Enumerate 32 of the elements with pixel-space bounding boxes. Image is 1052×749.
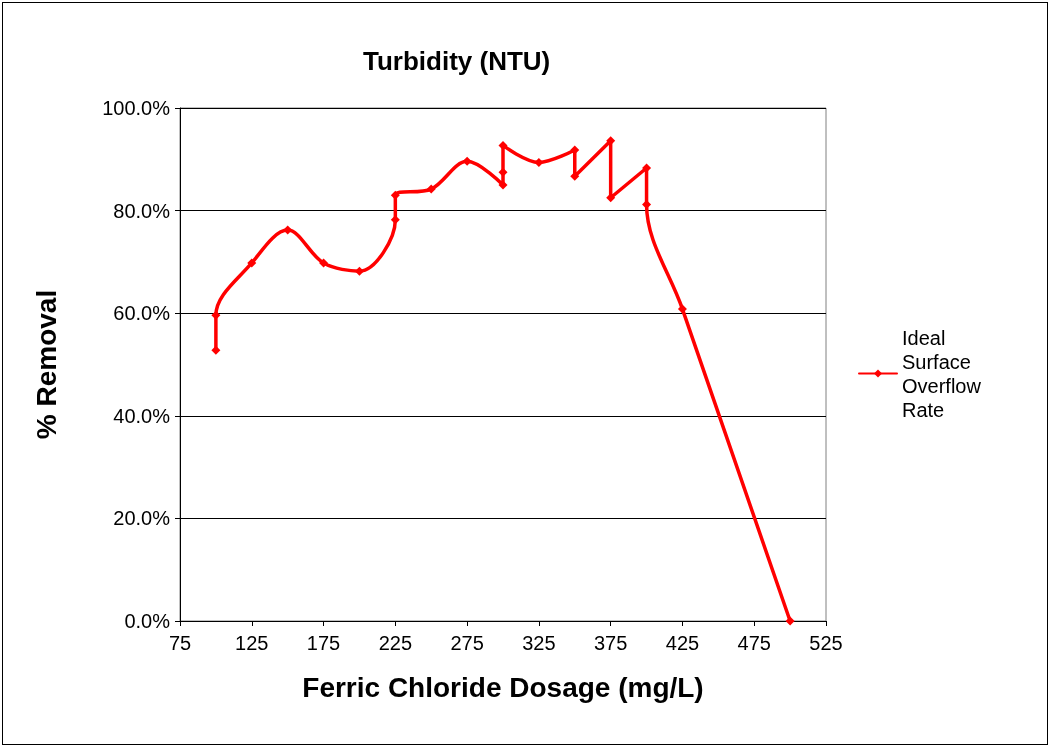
x-tick-label: 225 (378, 632, 413, 654)
x-tick-label: 325 (522, 632, 556, 654)
point (677, 304, 687, 314)
point (319, 258, 329, 268)
x-tick-label: 75 (168, 632, 192, 654)
point (390, 215, 400, 225)
y-tick-label: 40.0% (113, 404, 171, 427)
x-axis-title: Ferric Chloride Dosage (mg/L) (302, 671, 704, 703)
y-tick-label: 80.0% (113, 199, 171, 222)
x-tick-label: 275 (450, 632, 484, 654)
legend-label: Ideal Surface Overflow Rate (902, 326, 987, 421)
point (498, 180, 508, 190)
point (785, 616, 795, 626)
point (390, 190, 400, 200)
point (247, 258, 257, 268)
point (462, 156, 472, 166)
x-tick-label: 425 (665, 632, 700, 654)
y-tick-label: 60.0% (113, 302, 171, 325)
point (211, 310, 221, 320)
y-tick-label: 0.0% (124, 610, 171, 632)
x-tick-label: 125 (235, 632, 269, 654)
point (534, 157, 544, 167)
point (498, 140, 508, 150)
y-axis-title: % Removal (30, 289, 62, 440)
y-tick-label: 100.0% (102, 97, 171, 119)
x-tick-label: 475 (737, 632, 771, 654)
chart-title: Turbidity (NTU) (363, 46, 551, 76)
x-tick-label: 525 (809, 632, 843, 654)
y-tick-label: 20.0% (113, 507, 171, 530)
point (426, 184, 436, 194)
x-tick-label: 375 (593, 632, 628, 654)
x-tick-label: 175 (306, 632, 341, 654)
